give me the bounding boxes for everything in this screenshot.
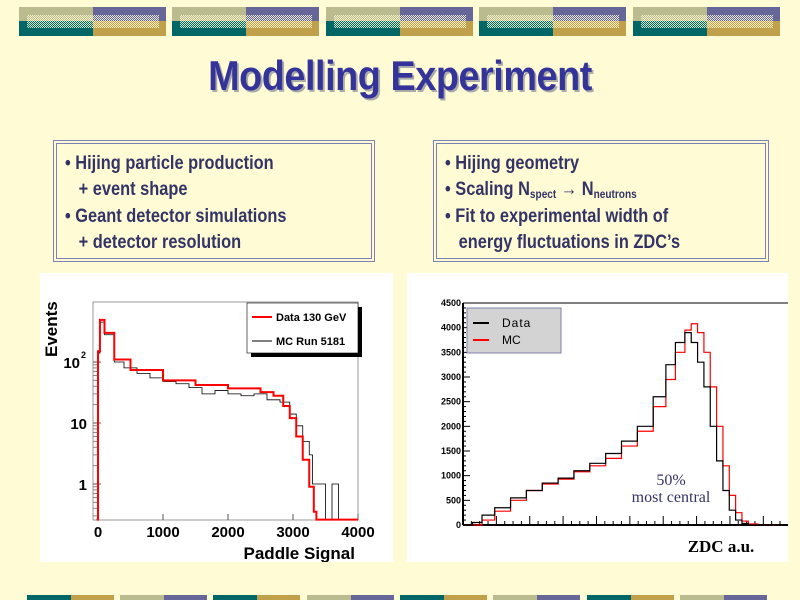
y-tick-label: 0 (456, 520, 461, 530)
y-tick-label: 3000 (441, 372, 461, 382)
x-tick-label: 3000 (276, 524, 309, 541)
zdc-chart-svg: 0 500 1000 1500 2000 2500 3000 3500 4000 4500 Dat… (441, 298, 788, 556)
series-data (463, 331, 780, 526)
annotation-line-2: most central (632, 489, 711, 506)
x-tick-label: 2000 (211, 524, 244, 541)
text-box-right: • Hijing geometry • Scaling Nspect → Nne… (433, 140, 769, 262)
y-tick-label: 2500 (441, 397, 461, 407)
y-tick-label: 1000 (441, 471, 461, 481)
legend-box (246, 302, 359, 354)
legend-box (466, 307, 562, 354)
decor-block (633, 7, 780, 36)
subscript: neutrons (593, 187, 637, 201)
zdc-chart: 0 500 1000 1500 2000 2500 3000 3500 4000 4500 Dat… (407, 273, 788, 562)
bullet-line: + detector resolution (65, 231, 242, 253)
bullet-line: • Hijing geometry (445, 152, 580, 174)
decor-bar (27, 595, 114, 600)
text: • Scaling N (445, 178, 530, 200)
y-tick-label: 4000 (441, 323, 461, 333)
y-tick-label: 1500 (441, 446, 461, 456)
y-axis-label: Events (42, 301, 61, 357)
y-tick-label: 10 (70, 416, 87, 433)
subscript: spect (529, 187, 557, 201)
y-tick-label: 2000 (441, 421, 461, 431)
x-axis-label: Paddle Signal (244, 544, 355, 562)
slide-title: Modelling Experiment (208, 52, 592, 99)
bullet-line: • Hijing particle production (65, 152, 274, 174)
x-tick-label: 4000 (341, 524, 374, 541)
bullet-line: • Scaling Nspect → Nneutrons (445, 178, 637, 201)
bullet-line: energy fluctuations in ZDC’s (445, 231, 681, 253)
paddle-signal-chart: 0 1000 2000 3000 4000 1 10 10 2 Data 130 GeV MC … (40, 273, 393, 563)
decor-bar (587, 595, 674, 600)
decor-block (479, 7, 626, 36)
series-mc (96, 321, 358, 521)
bullet-line: + event shape (65, 178, 188, 200)
y-tick-exponent: 2 (81, 350, 86, 360)
y-tick-label: 10 (63, 355, 80, 372)
decor-bar (680, 595, 767, 600)
decor-bar (400, 595, 487, 600)
decor-block (326, 7, 473, 36)
text-box-left: • Hijing particle production + event sha… (53, 140, 375, 262)
bullet-line: • Geant detector simulations (65, 205, 287, 227)
x-axis-label: ZDC a.u. (688, 537, 755, 556)
y-tick-label: 500 (446, 495, 461, 505)
decor-block (19, 7, 166, 36)
decor-bar (213, 595, 300, 600)
legend-label-mc: MC (502, 333, 521, 347)
x-tick-label: 0 (94, 524, 102, 541)
decor-bar (307, 595, 394, 600)
legend-label-data: Data 130 GeV (276, 312, 347, 324)
series-data (96, 318, 358, 521)
legend-label-data: Data (502, 316, 531, 330)
y-tick-label: 4500 (441, 298, 461, 308)
decor-block (172, 7, 319, 36)
bullet-line: • Fit to experimental width of (445, 205, 669, 227)
arrow-text: → N (556, 178, 594, 200)
annotation-line-1: 50% (656, 472, 685, 489)
x-tick-label: 1000 (146, 524, 179, 541)
y-tick-label: 3500 (441, 347, 461, 357)
decor-bar (120, 595, 207, 600)
y-tick-label: 1 (79, 477, 87, 494)
decor-bar (493, 595, 580, 600)
legend-label-mc: MC Run 5181 (276, 336, 345, 348)
